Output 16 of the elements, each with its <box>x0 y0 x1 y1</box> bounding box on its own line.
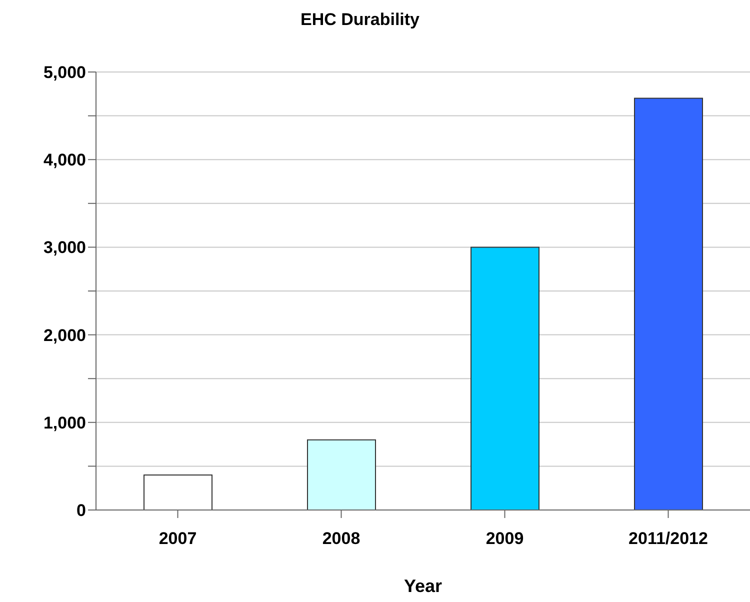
y-tick-label: 5,000 <box>43 63 86 82</box>
y-tick-label: 3,000 <box>43 238 86 258</box>
bar <box>470 246 540 510</box>
y-tick-label: 2,000 <box>43 326 86 345</box>
x-axis-title: Year <box>404 576 442 596</box>
bar <box>144 474 212 510</box>
y-tick-label: 1,000 <box>43 413 86 432</box>
bar <box>307 439 376 510</box>
chart-title: EHC Durability <box>299 10 421 30</box>
x-tick-label: 2009 <box>486 529 524 548</box>
y-tick-label: 0 <box>76 501 86 520</box>
x-tick-label: 2011/2012 <box>628 529 708 548</box>
x-tick-label: 2008 <box>322 529 360 548</box>
x-tick-label: 2007 <box>158 529 197 548</box>
y-tick-label: 4,000 <box>43 150 86 170</box>
bar <box>634 98 703 510</box>
